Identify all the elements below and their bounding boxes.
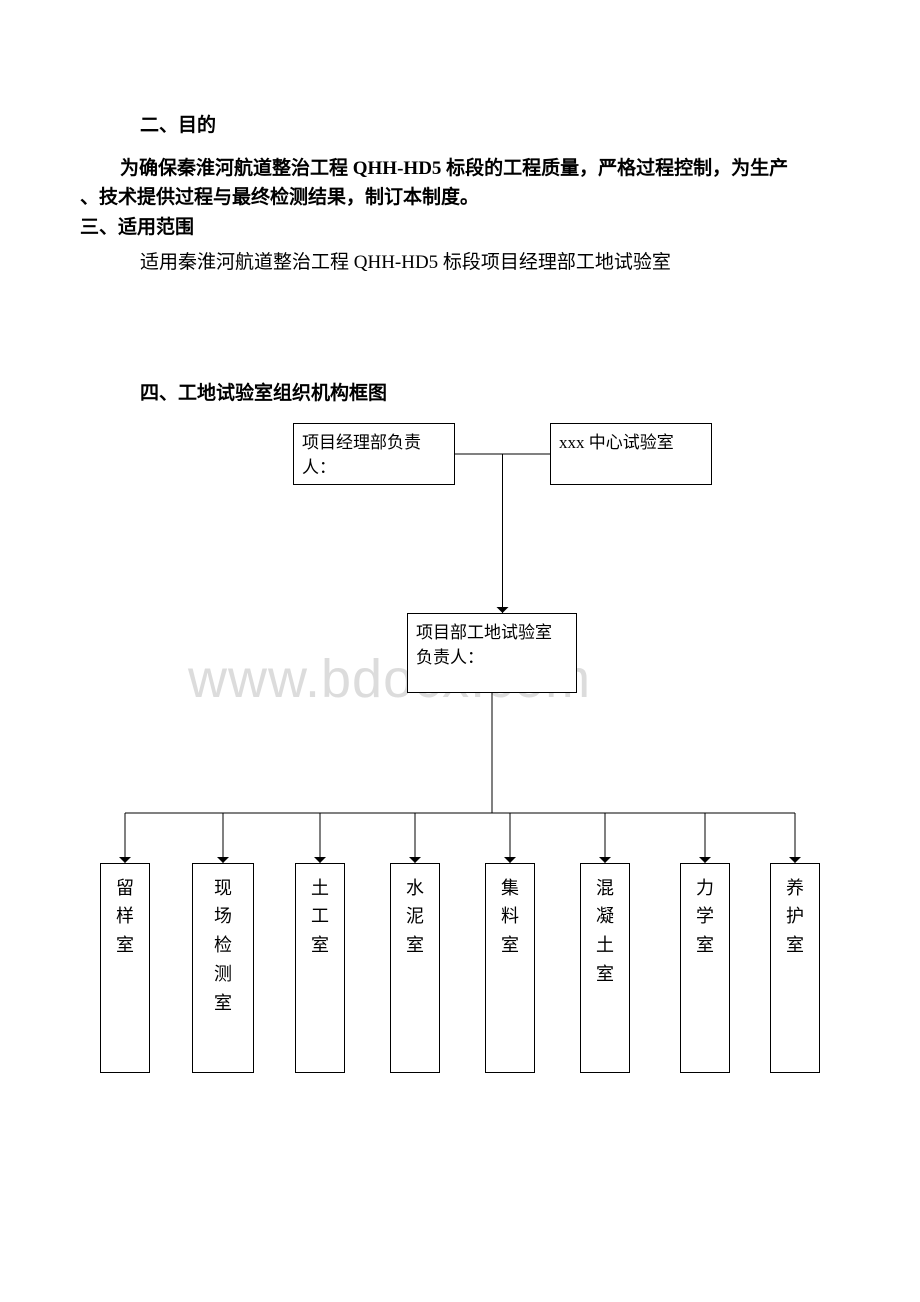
node-center-lab: xxx 中心试验室 bbox=[550, 423, 712, 485]
node-project-manager: 项目经理部负责人： bbox=[293, 423, 455, 485]
document-body: 二、目的 为确保秦淮河航道整治工程 QHH-HD5 标段的工程质量，严格过程控制… bbox=[0, 0, 920, 1083]
section-2-body-line2: 、技术提供过程与最终检测结果，制订本制度。 bbox=[80, 184, 840, 213]
node-room-1: 现场检测室 bbox=[192, 863, 254, 1073]
section-2-title: 二、目的 bbox=[140, 110, 840, 137]
node-room-5: 混凝土室 bbox=[580, 863, 630, 1073]
org-chart-diagram: 项目经理部负责人： xxx 中心试验室项目部工地试验室负责人： 留样室现场检测室土工… bbox=[80, 423, 840, 1083]
node-room-4: 集料室 bbox=[485, 863, 535, 1073]
node-room-7: 养护室 bbox=[770, 863, 820, 1073]
node-room-6: 力学室 bbox=[680, 863, 730, 1073]
section-3-body: 适用秦淮河航道整治工程 QHH-HD5 标段项目经理部工地试验室 bbox=[140, 249, 840, 278]
section-4-title: 四、工地试验室组织机构框图 bbox=[140, 378, 840, 405]
section-3-title: 三、适用范围 bbox=[80, 212, 840, 239]
node-room-0: 留样室 bbox=[100, 863, 150, 1073]
node-room-3: 水泥室 bbox=[390, 863, 440, 1073]
node-room-2: 土工室 bbox=[295, 863, 345, 1073]
node-site-lab-manager: 项目部工地试验室负责人： bbox=[407, 613, 577, 693]
section-2-body-line1: 为确保秦淮河航道整治工程 QHH-HD5 标段的工程质量，严格过程控制，为生产 bbox=[120, 155, 840, 184]
